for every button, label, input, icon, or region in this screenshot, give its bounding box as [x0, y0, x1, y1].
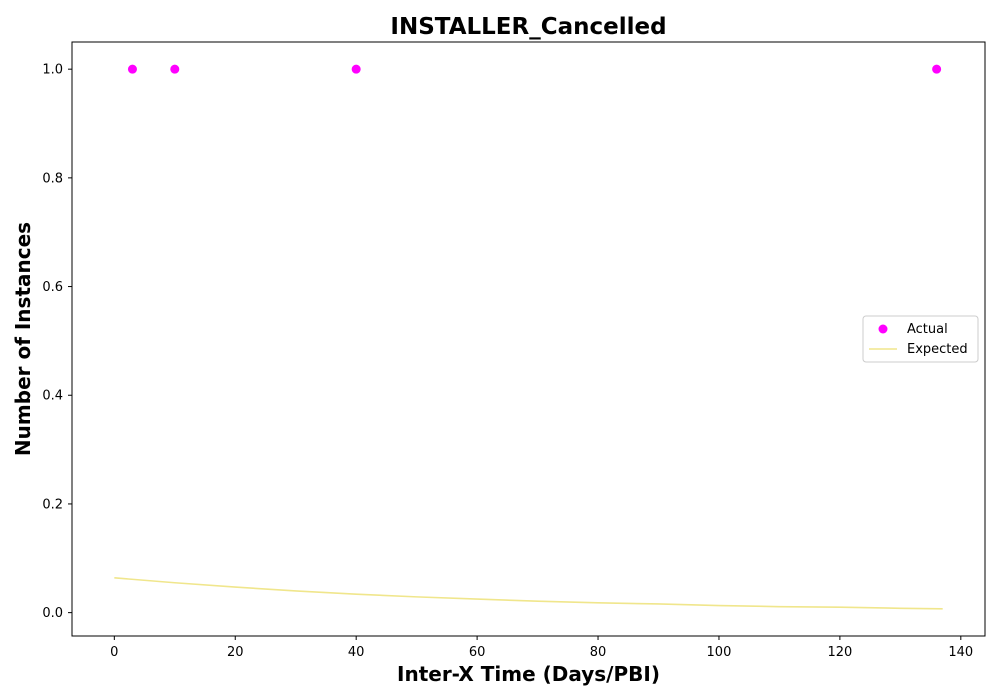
y-tick-label: 0.2: [42, 497, 63, 512]
expected-series-line: [114, 577, 943, 610]
x-tick-label: 140: [948, 645, 973, 660]
x-tick-label: 120: [827, 645, 852, 660]
x-axis-ticks: 0 20 40 60 80 100 120 140: [110, 636, 973, 660]
x-tick-label: 60: [469, 645, 486, 660]
y-tick-label: 0.6: [42, 280, 63, 295]
actual-data-point: [351, 64, 361, 74]
actual-data-point: [127, 64, 137, 74]
y-axis-ticks: 0.0 0.2 0.4 0.6 0.8 1.0: [42, 63, 72, 621]
legend-expected-label: Expected: [907, 342, 968, 357]
y-axis-label: Number of Instances: [11, 222, 35, 456]
x-tick-label: 100: [707, 645, 732, 660]
y-tick-label: 0.8: [42, 171, 63, 186]
x-tick-label: 80: [590, 645, 607, 660]
y-tick-label: 0.0: [42, 606, 63, 621]
legend-box: [862, 315, 979, 363]
legend: Actual Expected: [862, 315, 979, 363]
x-axis-label: Inter-X Time (Days/PBI): [397, 662, 660, 686]
y-tick-label: 0.4: [42, 389, 63, 404]
x-tick-label: 40: [348, 645, 365, 660]
legend-actual-label: Actual: [907, 322, 948, 337]
y-tick-label: 1.0: [42, 63, 63, 78]
x-tick-label: 0: [110, 645, 118, 660]
x-tick-label: 20: [227, 645, 244, 660]
actual-data-point: [932, 64, 942, 74]
plot-series: [114, 64, 943, 610]
legend-actual-marker: [878, 324, 888, 334]
actual-data-point: [170, 64, 180, 74]
chart-title: INSTALLER_Cancelled: [390, 14, 666, 40]
plot-area-frame: [71, 41, 986, 637]
